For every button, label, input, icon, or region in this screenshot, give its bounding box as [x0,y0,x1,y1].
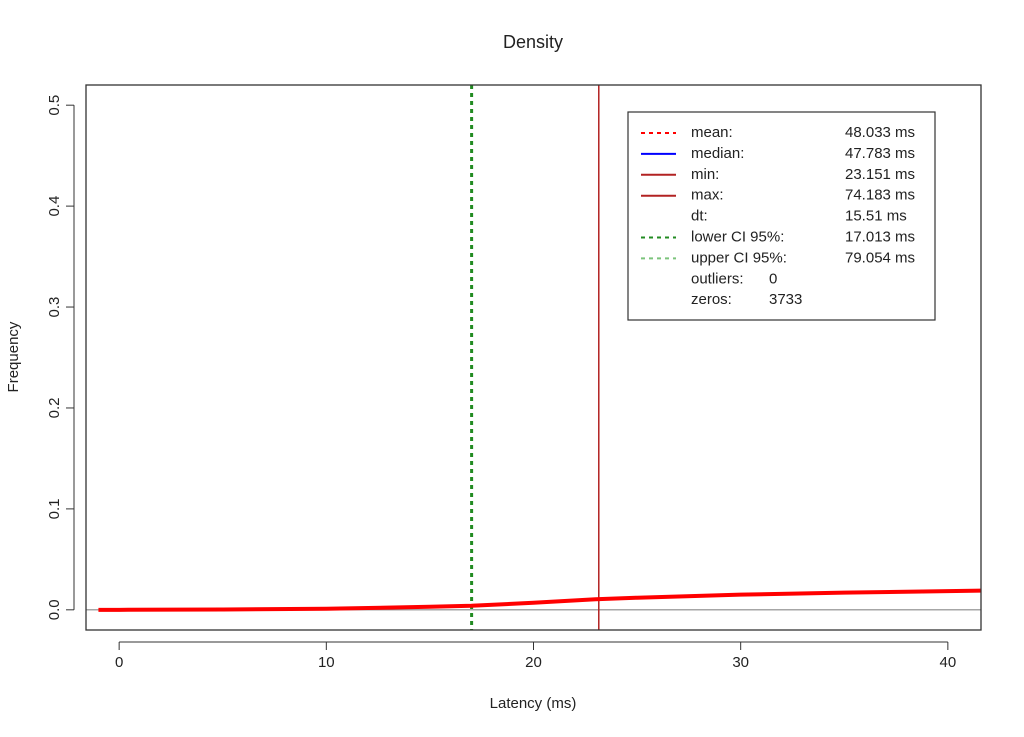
legend-value: 48.033 ms [845,124,915,141]
y-axis-label: Frequency [5,321,22,392]
y-tick-label: 0.2 [46,398,63,419]
x-tick-label: 0 [115,654,123,671]
legend-name: mean: [691,124,733,141]
legend-value: 74.183 ms [845,187,915,204]
x-tick-label: 40 [940,654,957,671]
legend-value: 3733 [769,291,802,308]
chart-title: Density [503,32,563,52]
y-tick-label: 0.4 [46,196,63,217]
x-tick-label: 20 [525,654,542,671]
legend-name: outliers: [691,270,744,287]
legend-value: 47.783 ms [845,145,915,162]
y-tick-label: 0.0 [46,599,63,620]
x-tick-label: 10 [318,654,335,671]
x-tick-label: 30 [732,654,749,671]
legend-name: dt: [691,208,708,225]
legend-name: zeros: [691,291,732,308]
plot-frame [85,84,982,631]
legend-value: 17.013 ms [845,228,915,245]
x-axis-label: Latency (ms) [490,695,577,712]
legend-name: upper CI 95%: [691,249,787,266]
y-tick-label: 0.3 [46,297,63,318]
legend-box [627,111,936,321]
legend-name: median: [691,145,744,162]
legend-value: 23.151 ms [845,166,915,183]
y-tick-label: 0.5 [46,95,63,116]
legend-value: 0 [769,270,777,287]
y-tick-label: 0.1 [46,498,63,519]
legend-name: max: [691,187,724,204]
legend-name: lower CI 95%: [691,228,784,245]
legend-value: 79.054 ms [845,249,915,266]
legend-name: min: [691,166,719,183]
density-line [98,588,981,612]
legend-value: 15.51 ms [845,208,907,225]
plot-area [86,85,981,630]
